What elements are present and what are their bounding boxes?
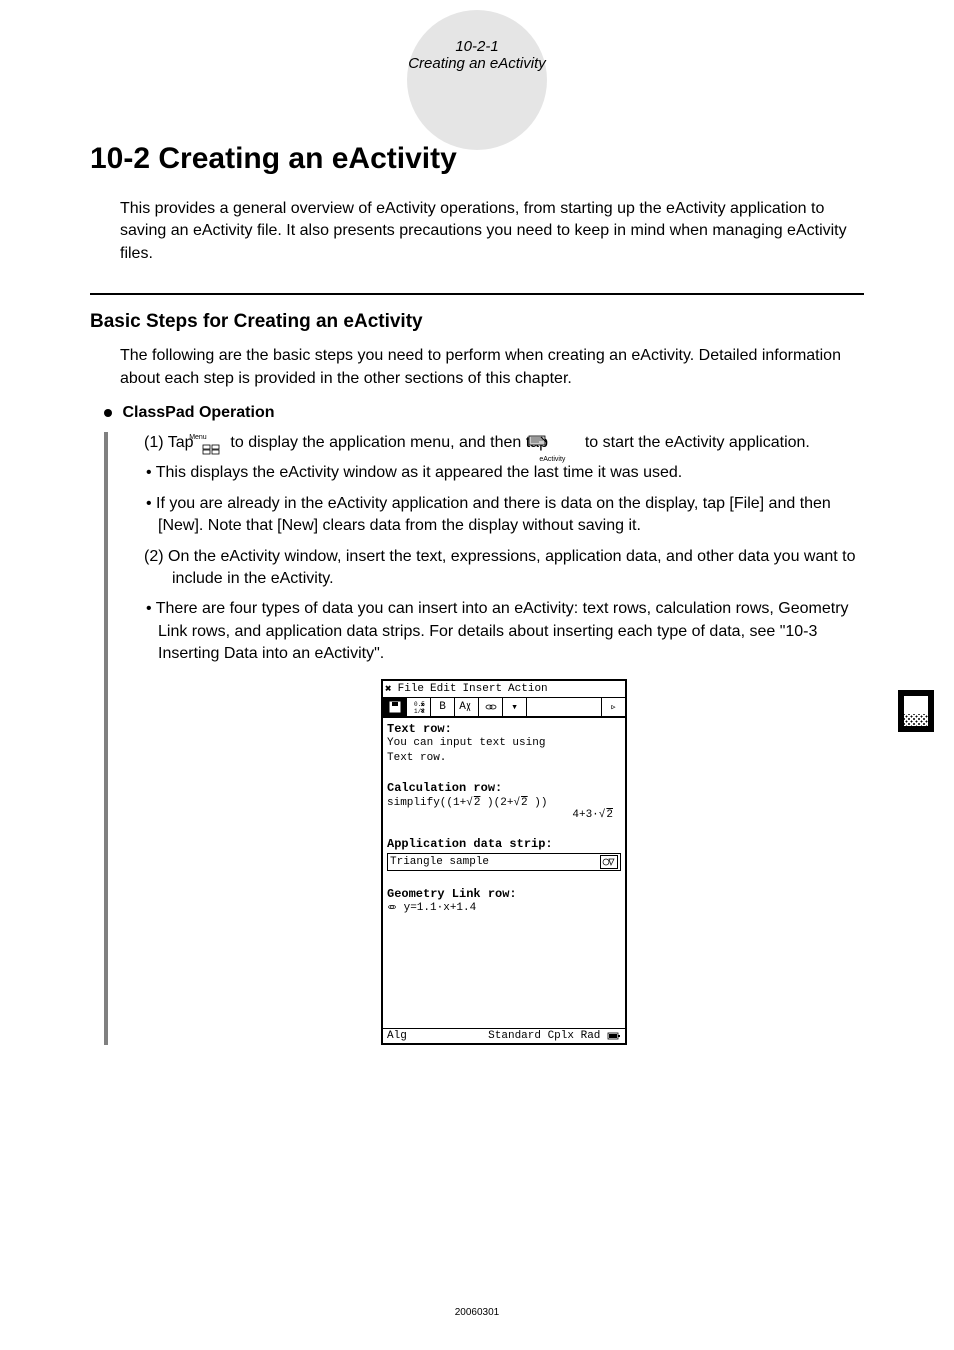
geo-link-text: y=1.1·x+1.4 xyxy=(404,902,477,914)
geometry-strip-icon xyxy=(600,855,618,869)
tool-fraction-icon: 0.51/2 xyxy=(407,698,431,716)
tool-save-icon xyxy=(383,698,407,716)
menu-file: File xyxy=(398,683,424,695)
tool-link-icon xyxy=(479,698,503,716)
tool-scroll-icon: ▹ xyxy=(601,698,625,716)
footer-code: 20060301 xyxy=(0,1307,954,1318)
tool-a-label: A xyxy=(459,701,466,713)
ss-menubar: ✖ File Edit Insert Action xyxy=(383,681,625,698)
page-header: 10-2-1 Creating an eActivity xyxy=(0,0,954,72)
bullet-icon xyxy=(104,409,112,417)
section-heading: Basic Steps for Creating an eActivity xyxy=(90,311,864,333)
operation-heading: ClassPad Operation xyxy=(90,404,864,422)
step-2: (2) On the eActivity window, insert the … xyxy=(144,546,864,591)
text-row-line2: Text row. xyxy=(387,751,621,765)
step-1: (1) Tap Menu to display the application … xyxy=(144,432,864,454)
content-area: 10-2 Creating an eActivity This provides… xyxy=(0,72,954,1045)
toolbar-spacer xyxy=(527,698,601,716)
substep-2: • If you are already in the eActivity ap… xyxy=(144,493,864,538)
eactivity-icon: eActivity xyxy=(555,434,577,452)
ss-toolbar: 0.51/2 B A ▾ ▹ xyxy=(383,698,625,718)
text-row-label: Text row: xyxy=(387,722,621,736)
menu-insert: Insert xyxy=(462,683,502,695)
close-icon: ✖ xyxy=(385,682,392,696)
calculator-side-icon xyxy=(898,690,934,732)
calc-expr: simplify((1+√2 )(2+√2 )) xyxy=(387,797,621,809)
status-left: Alg xyxy=(387,1030,407,1042)
menu-icon: Menu xyxy=(201,434,223,452)
section-text: The following are the basic steps you ne… xyxy=(90,345,864,390)
geo-link-expr: y=1.1·x+1.4 xyxy=(387,901,621,915)
step1-part-b: to display the application menu, and the… xyxy=(230,434,552,451)
app-strip-label: Application data strip: xyxy=(387,837,621,851)
side-icon-keypad xyxy=(904,714,928,726)
substep-3: • There are four types of data you can i… xyxy=(144,598,864,665)
tool-text-icon: A xyxy=(455,698,479,716)
status-right: Standard Cplx Rad xyxy=(488,1030,621,1042)
divider xyxy=(90,293,864,295)
calculator-screenshot: ✖ File Edit Insert Action 0.51/2 B A xyxy=(381,679,627,1045)
tool-dropdown-icon: ▾ xyxy=(503,698,527,716)
step1-part-c: to start the eActivity application. xyxy=(585,434,810,451)
operation-heading-text: ClassPad Operation xyxy=(122,404,274,421)
intro-text: This provides a general overview of eAct… xyxy=(90,198,864,265)
svg-text:0.5: 0.5 xyxy=(414,701,425,708)
calc-row-label: Calculation row: xyxy=(387,781,621,795)
app-strip-box: Triangle sample xyxy=(387,853,621,871)
page-subtitle: Creating an eActivity xyxy=(0,55,954,72)
menu-icon-label: Menu xyxy=(201,434,223,441)
calc-result: 4+3·√2 xyxy=(387,809,621,821)
geo-link-label: Geometry Link row: xyxy=(387,887,621,901)
menu-action: Action xyxy=(508,683,548,695)
header-circle xyxy=(407,10,547,150)
menu-edit: Edit xyxy=(430,683,456,695)
ss-statusbar: Alg Standard Cplx Rad xyxy=(383,1028,625,1043)
page-number: 10-2-1 xyxy=(0,38,954,55)
status-right-text: Standard Cplx Rad xyxy=(488,1030,600,1042)
ss-body: Text row: You can input text using Text … xyxy=(383,718,625,1028)
tool-bold: B xyxy=(431,698,455,716)
substep-1: • This displays the eActivity window as … xyxy=(144,462,864,484)
app-strip-name: Triangle sample xyxy=(390,856,489,868)
text-row-line1: You can input text using xyxy=(387,736,621,750)
step-list: (1) Tap Menu to display the application … xyxy=(104,432,864,1046)
side-icon-screen xyxy=(904,696,928,714)
